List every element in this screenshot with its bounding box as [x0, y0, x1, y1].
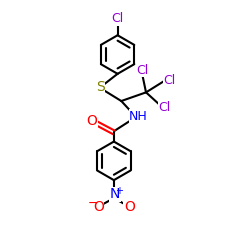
- Text: NH: NH: [129, 110, 148, 123]
- Text: N: N: [110, 188, 120, 202]
- Text: Cl: Cl: [163, 74, 175, 86]
- Text: O: O: [124, 200, 135, 214]
- Text: Cl: Cl: [158, 101, 171, 114]
- Text: −: −: [87, 197, 98, 210]
- Text: S: S: [96, 80, 105, 94]
- Text: O: O: [86, 114, 97, 128]
- Text: Cl: Cl: [112, 12, 124, 25]
- Text: +: +: [115, 186, 123, 196]
- Text: Cl: Cl: [136, 64, 148, 76]
- Text: O: O: [93, 200, 104, 214]
